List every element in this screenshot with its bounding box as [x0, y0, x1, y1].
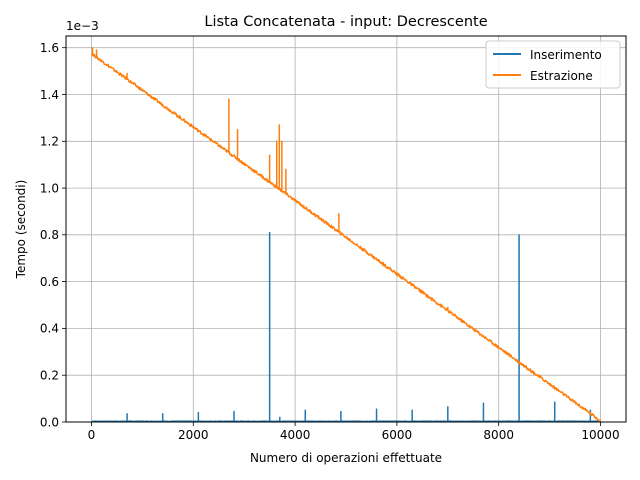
x-tick-label: 4000: [280, 428, 311, 442]
y-tick-label: 0.0: [40, 415, 59, 429]
x-tick-label: 10000: [581, 428, 619, 442]
chart-title: Lista Concatenata - input: Decrescente: [204, 14, 487, 30]
x-axis-label: Numero di operazioni effettuate: [250, 451, 442, 465]
y-tick-label: 0.2: [40, 369, 59, 383]
plot-frame: [65, 35, 627, 423]
grid: [66, 36, 626, 423]
legend: Inserimento Estrazione: [485, 40, 621, 89]
x-tick-label: 2000: [178, 428, 209, 442]
legend-label-inserimento: Inserimento: [530, 48, 602, 62]
line-inserimento: [91, 231, 601, 423]
y-tick-label: 0.6: [40, 275, 59, 289]
y-tick-label: 1.6: [40, 41, 59, 55]
series-inserimento: [91, 231, 601, 423]
y-axis: 0.0 0.2 0.4 0.6 0.8 1.0 1.2 1.4 1.6: [40, 41, 66, 429]
y-tick-label: 1.2: [40, 135, 59, 149]
x-tick-label: 6000: [382, 428, 413, 442]
legend-label-estrazione: Estrazione: [530, 69, 593, 83]
x-tick-label: 8000: [483, 428, 514, 442]
y-axis-label: Tempo (secondi): [14, 180, 28, 280]
y-tick-label: 1.4: [40, 88, 59, 102]
y-tick-label: 0.8: [40, 228, 59, 242]
x-tick-label: 0: [88, 428, 96, 442]
line-estrazione: [90, 46, 601, 422]
y-tick-label: 0.4: [40, 322, 59, 336]
y-tick-label: 1.0: [40, 181, 59, 195]
x-axis: 0 2000 4000 6000 8000 10000: [88, 422, 620, 442]
series-estrazione: [90, 46, 601, 422]
y-axis-offset-label: 1e−3: [66, 19, 99, 33]
legend-box: [485, 40, 621, 89]
